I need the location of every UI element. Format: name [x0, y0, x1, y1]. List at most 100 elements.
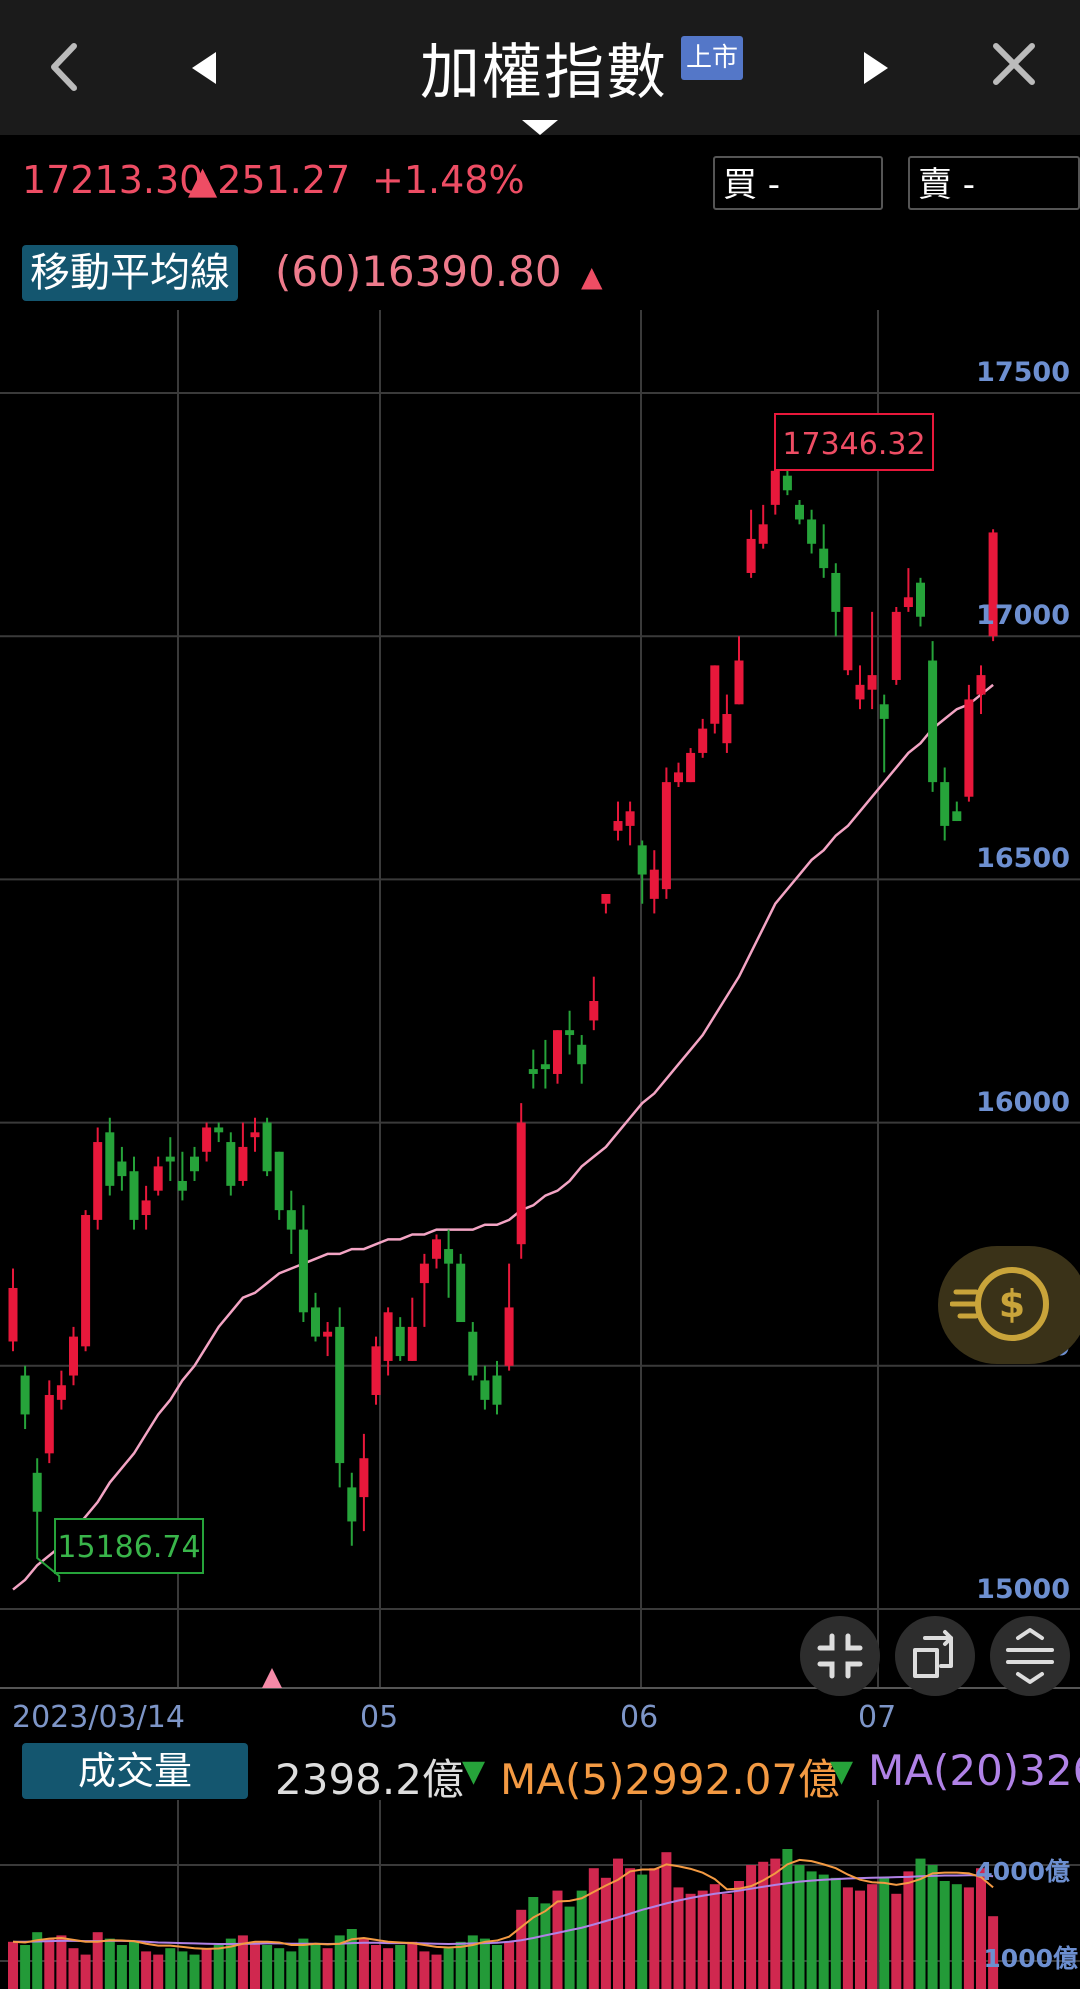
y-tick-15000: 15000 [976, 1574, 1070, 1605]
volume-bar [407, 1941, 418, 1989]
candle-body [589, 1001, 599, 1021]
volume-bar [673, 1887, 684, 1989]
volume-bar [455, 1941, 466, 1989]
volume-bar [141, 1951, 152, 1989]
volume-bar [237, 1935, 248, 1989]
candle-body [601, 893, 611, 904]
volume-bar [963, 1887, 974, 1989]
volume-bar [479, 1938, 490, 1989]
candle-body [359, 1458, 369, 1498]
candle-body [722, 714, 732, 744]
volume-ma5-line [12, 1858, 994, 1950]
volume-bar [951, 1884, 962, 1989]
dropdown-triangle-icon[interactable] [522, 120, 558, 136]
triangle-left-icon[interactable] [190, 50, 220, 86]
candle-body [988, 532, 998, 637]
candle-body [44, 1394, 54, 1454]
compress-button[interactable] [800, 1616, 880, 1696]
candle-body [928, 660, 938, 783]
candle-body [81, 1215, 91, 1347]
candle-body [553, 1030, 562, 1074]
high-label-box [774, 413, 934, 471]
volume-bar [68, 1948, 79, 1989]
volume-bar [721, 1893, 732, 1989]
volume-bar [939, 1881, 950, 1989]
triangle-right-icon[interactable] [860, 50, 890, 86]
volume-bar [709, 1884, 720, 1989]
volume-bar [842, 1887, 853, 1989]
volume-bar [286, 1951, 297, 1989]
candle-body [831, 572, 841, 612]
x-tick-2: 06 [620, 1700, 659, 1735]
price-change-percent: +1.48% [372, 158, 525, 202]
volume-ma5-arrow: ▼ [830, 1754, 854, 1789]
volume-bar [56, 1935, 67, 1989]
indicator-tag[interactable]: 移動平均線 [22, 245, 238, 301]
volume-ma20-line [13, 1874, 994, 1946]
volume-bar [613, 1858, 623, 1989]
volume-bar [685, 1893, 696, 1989]
volume-bar [492, 1945, 502, 1989]
candle-body [843, 607, 853, 671]
expand-vertical-button[interactable] [990, 1616, 1070, 1696]
volume-bar [770, 1858, 781, 1989]
chevron-left-icon[interactable] [44, 40, 84, 94]
volume-bar [201, 1948, 212, 1989]
quick-trade-button[interactable]: $ [938, 1246, 1080, 1364]
volume-bar [20, 1945, 31, 1989]
volume-bar [988, 1916, 999, 1989]
volume-bar [262, 1945, 273, 1989]
volume-bar [213, 1945, 224, 1989]
volume-bar [358, 1938, 369, 1989]
candle-body [940, 782, 950, 826]
candle-body [286, 1210, 296, 1230]
current-price: 17213.30 [22, 158, 204, 202]
volume-bar [528, 1897, 539, 1989]
volume-bar [44, 1938, 55, 1989]
candle-body [371, 1346, 381, 1395]
vol-tick-1000: 1000億 [983, 1944, 1078, 1973]
volume-bar [516, 1909, 527, 1989]
volume-bar [903, 1871, 914, 1989]
swap-chart-button[interactable] [895, 1616, 975, 1696]
candle-body [976, 675, 986, 695]
candle-body [625, 811, 635, 826]
volume-tag[interactable]: 成交量 [22, 1743, 248, 1799]
candle-body [770, 470, 780, 505]
volume-bar [782, 1849, 793, 1989]
volume-bar [588, 1868, 599, 1989]
svg-text:$: $ [999, 1282, 1025, 1326]
volume-bar [189, 1954, 200, 1989]
ma60-line [12, 683, 994, 1591]
candle-body [528, 1069, 538, 1074]
indicator-arrow: ▲ [580, 260, 603, 293]
volume-bar [504, 1941, 515, 1989]
volume-bar [540, 1903, 551, 1989]
candle-body [335, 1326, 345, 1464]
low-leader-line [36, 1536, 61, 1583]
candle-body [141, 1200, 151, 1216]
close-icon[interactable] [990, 40, 1038, 88]
candle-body [468, 1331, 478, 1376]
candle-body [56, 1385, 66, 1400]
volume-bar [334, 1935, 345, 1989]
candle-body [129, 1171, 139, 1220]
low-label: 15186.74 [57, 1530, 200, 1565]
candle-body [661, 782, 671, 890]
volume-value: 2398.2億 [275, 1755, 464, 1804]
candle-body [577, 1044, 587, 1065]
volume-bar [92, 1932, 103, 1989]
candle-body [298, 1229, 308, 1313]
volume-chart[interactable] [0, 1800, 1080, 1989]
candle-body [613, 821, 623, 831]
volume-bar [116, 1945, 127, 1989]
candlestick-chart[interactable]: 17346.32 15186.74 [0, 310, 1080, 1690]
volume-bar [395, 1945, 406, 1989]
candle-body [214, 1127, 224, 1133]
buy-box[interactable]: 買 - [713, 156, 883, 210]
candle-body [952, 811, 962, 822]
sell-box[interactable]: 賣 - [908, 156, 1080, 210]
candle-body [69, 1336, 78, 1376]
volume-bar [177, 1951, 188, 1989]
volume-bar [431, 1954, 442, 1989]
